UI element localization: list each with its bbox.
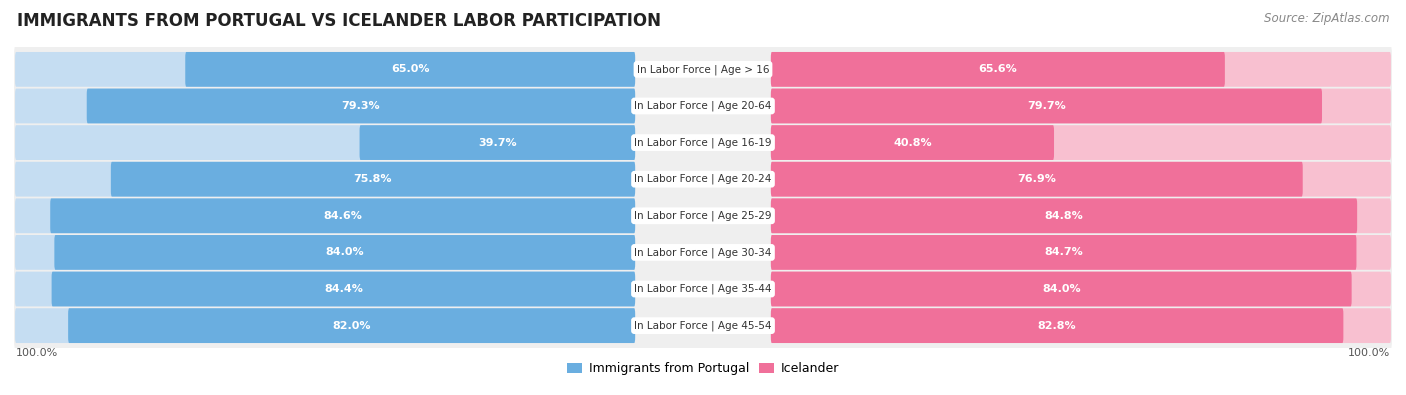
FancyBboxPatch shape <box>14 117 1392 167</box>
FancyBboxPatch shape <box>67 308 636 343</box>
Text: In Labor Force | Age 45-54: In Labor Force | Age 45-54 <box>634 320 772 331</box>
FancyBboxPatch shape <box>14 154 1392 204</box>
FancyBboxPatch shape <box>770 308 1343 343</box>
FancyBboxPatch shape <box>770 162 1391 197</box>
Text: 65.6%: 65.6% <box>979 64 1018 74</box>
Text: 84.7%: 84.7% <box>1045 247 1083 258</box>
Text: In Labor Force | Age 35-44: In Labor Force | Age 35-44 <box>634 284 772 294</box>
FancyBboxPatch shape <box>14 44 1392 94</box>
Text: 79.3%: 79.3% <box>342 101 380 111</box>
Text: In Labor Force | Age 20-64: In Labor Force | Age 20-64 <box>634 101 772 111</box>
Text: In Labor Force | Age 30-34: In Labor Force | Age 30-34 <box>634 247 772 258</box>
FancyBboxPatch shape <box>51 198 636 233</box>
Text: IMMIGRANTS FROM PORTUGAL VS ICELANDER LABOR PARTICIPATION: IMMIGRANTS FROM PORTUGAL VS ICELANDER LA… <box>17 12 661 30</box>
FancyBboxPatch shape <box>770 125 1054 160</box>
FancyBboxPatch shape <box>770 52 1391 87</box>
Text: 40.8%: 40.8% <box>893 137 932 148</box>
Text: 100.0%: 100.0% <box>15 348 59 357</box>
FancyBboxPatch shape <box>15 52 636 87</box>
Text: 75.8%: 75.8% <box>354 174 392 184</box>
FancyBboxPatch shape <box>770 198 1391 233</box>
Text: In Labor Force | Age 16-19: In Labor Force | Age 16-19 <box>634 137 772 148</box>
Text: In Labor Force | Age 20-24: In Labor Force | Age 20-24 <box>634 174 772 184</box>
FancyBboxPatch shape <box>770 88 1391 123</box>
FancyBboxPatch shape <box>186 52 636 87</box>
Text: 39.7%: 39.7% <box>478 137 516 148</box>
FancyBboxPatch shape <box>87 88 636 123</box>
FancyBboxPatch shape <box>770 198 1357 233</box>
Text: 84.4%: 84.4% <box>323 284 363 294</box>
FancyBboxPatch shape <box>770 52 1225 87</box>
Text: 84.8%: 84.8% <box>1045 211 1084 221</box>
FancyBboxPatch shape <box>14 81 1392 131</box>
FancyBboxPatch shape <box>770 88 1322 123</box>
FancyBboxPatch shape <box>15 308 636 343</box>
FancyBboxPatch shape <box>770 125 1391 160</box>
Legend: Immigrants from Portugal, Icelander: Immigrants from Portugal, Icelander <box>562 357 844 380</box>
Text: In Labor Force | Age > 16: In Labor Force | Age > 16 <box>637 64 769 75</box>
Text: 100.0%: 100.0% <box>1347 348 1391 357</box>
Text: Source: ZipAtlas.com: Source: ZipAtlas.com <box>1264 12 1389 25</box>
FancyBboxPatch shape <box>15 88 636 123</box>
FancyBboxPatch shape <box>770 308 1391 343</box>
Text: 84.0%: 84.0% <box>1042 284 1081 294</box>
FancyBboxPatch shape <box>770 162 1303 197</box>
FancyBboxPatch shape <box>14 264 1392 314</box>
Text: 82.0%: 82.0% <box>332 321 371 331</box>
FancyBboxPatch shape <box>15 198 636 233</box>
FancyBboxPatch shape <box>14 191 1392 241</box>
FancyBboxPatch shape <box>15 162 636 197</box>
FancyBboxPatch shape <box>770 272 1391 307</box>
FancyBboxPatch shape <box>14 301 1392 351</box>
FancyBboxPatch shape <box>52 272 636 307</box>
FancyBboxPatch shape <box>770 235 1391 270</box>
Text: 82.8%: 82.8% <box>1038 321 1077 331</box>
Text: 65.0%: 65.0% <box>391 64 429 74</box>
FancyBboxPatch shape <box>111 162 636 197</box>
FancyBboxPatch shape <box>15 125 636 160</box>
FancyBboxPatch shape <box>360 125 636 160</box>
Text: 84.0%: 84.0% <box>325 247 364 258</box>
FancyBboxPatch shape <box>770 235 1357 270</box>
FancyBboxPatch shape <box>15 272 636 307</box>
Text: In Labor Force | Age 25-29: In Labor Force | Age 25-29 <box>634 211 772 221</box>
Text: 76.9%: 76.9% <box>1018 174 1056 184</box>
Text: 84.6%: 84.6% <box>323 211 363 221</box>
FancyBboxPatch shape <box>55 235 636 270</box>
Text: 79.7%: 79.7% <box>1026 101 1066 111</box>
FancyBboxPatch shape <box>15 235 636 270</box>
FancyBboxPatch shape <box>770 272 1351 307</box>
FancyBboxPatch shape <box>14 228 1392 278</box>
